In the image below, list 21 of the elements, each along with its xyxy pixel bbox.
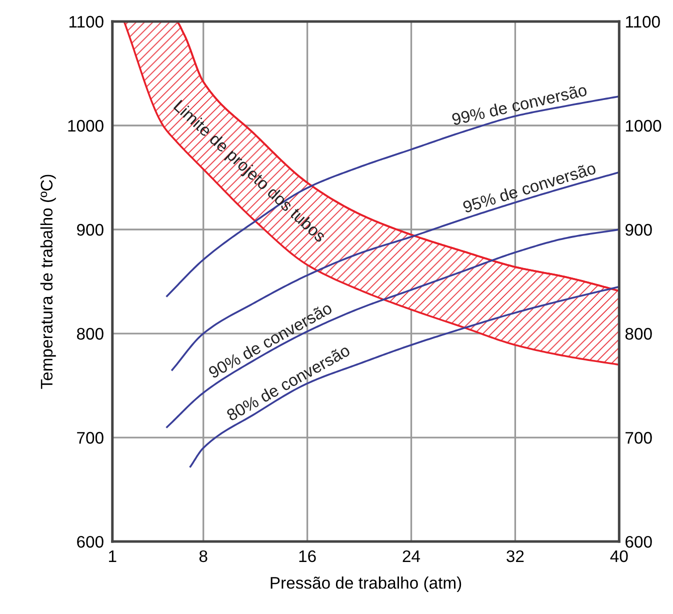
text: 99% de conversão bbox=[451, 84, 588, 126]
y-tick-label: 800 bbox=[76, 328, 104, 340]
y2-tick-label: 1100 bbox=[626, 16, 660, 28]
y2-tick-label: 700 bbox=[626, 432, 652, 444]
y2-tick-label: 800 bbox=[625, 328, 652, 340]
y-tick-label: 1100 bbox=[69, 16, 104, 28]
x-tick-label: 24 bbox=[402, 550, 420, 562]
y2-tick-label: 1000 bbox=[626, 120, 662, 132]
y-axis-title: Temperatura de trabalho (ºC) bbox=[40, 174, 56, 389]
y2-tick-label: 600 bbox=[626, 536, 652, 548]
y-tick-label: 700 bbox=[77, 432, 104, 444]
y-tick-label: 600 bbox=[77, 536, 104, 548]
y2-tick-label: 900 bbox=[625, 224, 652, 236]
x-axis-title: Pressão de trabalho (atm) bbox=[270, 576, 462, 592]
y-tick-label: 900 bbox=[77, 224, 104, 236]
x-tick-label: 32 bbox=[506, 550, 524, 562]
x-tick-label: 1 bbox=[109, 550, 116, 562]
y-tick-label: 1000 bbox=[68, 120, 104, 132]
x-tick-label: 8 bbox=[199, 550, 208, 562]
x-tick-label: 16 bbox=[299, 550, 316, 562]
x-tick-label: 40 bbox=[610, 550, 628, 562]
